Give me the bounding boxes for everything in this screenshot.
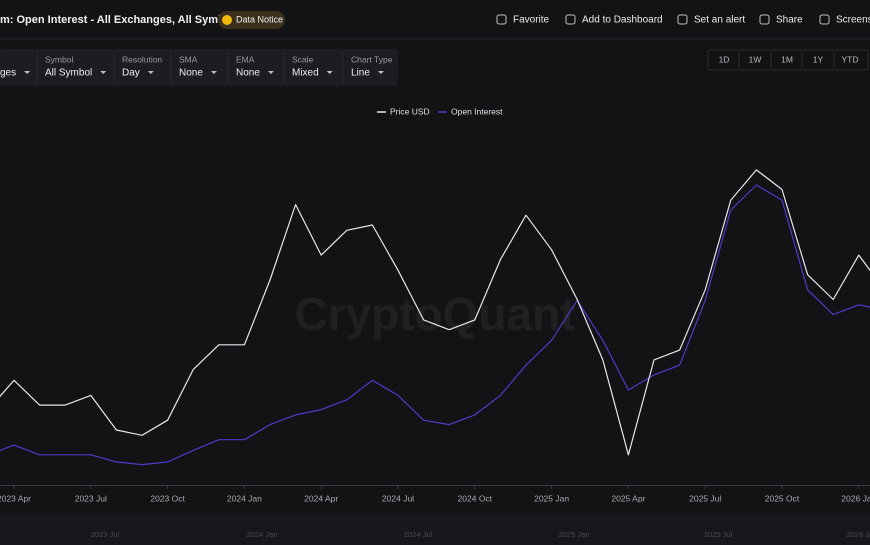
x-tick-label: 2023 Oct bbox=[150, 493, 185, 503]
control-label: Chart Type bbox=[351, 54, 393, 64]
range-button[interactable]: 1D bbox=[719, 54, 730, 64]
control-value: Line bbox=[351, 68, 370, 79]
legend-label: Price USD bbox=[390, 106, 430, 116]
control-label: SMA bbox=[179, 54, 198, 64]
control-dropdown[interactable]: Chart Type Line bbox=[342, 52, 393, 83]
action-label: Screensh bbox=[836, 15, 870, 26]
control-dropdown[interactable]: SMA None bbox=[170, 52, 217, 83]
x-tick-label: 2026 Jan bbox=[841, 493, 870, 503]
watermark: CryptoQuant bbox=[294, 288, 575, 340]
action-label: Set an alert bbox=[694, 15, 745, 26]
control-label: Symbol bbox=[45, 54, 73, 64]
dropdown-caret bbox=[147, 71, 154, 74]
series-line bbox=[0, 184, 870, 466]
range-box bbox=[707, 49, 869, 71]
dropdown-caret bbox=[100, 71, 107, 74]
navigator-label: 2023 Jul bbox=[91, 530, 120, 539]
action-button[interactable]: Add to Dashboard bbox=[565, 14, 663, 26]
x-tick-label: 2025 Oct bbox=[765, 493, 800, 503]
legend-label: Open Interest bbox=[451, 106, 503, 116]
controls-panel bbox=[0, 49, 398, 86]
control-value: Mixed bbox=[292, 68, 319, 79]
legend-item[interactable]: Price USD bbox=[377, 106, 430, 116]
navigator bbox=[0, 514, 870, 545]
legend-item[interactable]: Open Interest bbox=[438, 106, 503, 116]
notice-pill bbox=[218, 11, 285, 29]
control-value: All Symbol bbox=[45, 68, 92, 79]
dropdown-caret bbox=[377, 71, 384, 74]
action-icon bbox=[677, 14, 688, 25]
control-label: EMA bbox=[236, 54, 255, 64]
notice-icon bbox=[222, 15, 232, 25]
navigator-label: 2024 Jan bbox=[247, 530, 278, 539]
navigator-label: 2025 Jul bbox=[704, 530, 733, 539]
dropdown-caret bbox=[326, 71, 333, 74]
navigator-label: 2026 Jan bbox=[847, 530, 870, 539]
action-icon bbox=[759, 14, 770, 25]
control-dropdown[interactable]: Symbol All Symbol bbox=[36, 52, 107, 83]
control-value: ges bbox=[0, 68, 16, 79]
dropdown-caret bbox=[267, 71, 274, 74]
range-button[interactable]: 1W bbox=[749, 54, 762, 64]
action-label: Favorite bbox=[513, 15, 550, 26]
control-dropdown[interactable]: EMA None bbox=[227, 52, 274, 83]
action-icon bbox=[496, 14, 507, 25]
control-dropdown[interactable]: Resolution Day bbox=[113, 52, 162, 83]
action-button[interactable]: Favorite bbox=[496, 14, 550, 26]
navigator-label: 2024 Jul bbox=[404, 530, 433, 539]
action-icon bbox=[565, 14, 576, 25]
x-tick-label: 2025 Jul bbox=[689, 493, 721, 503]
range-button[interactable]: 1Y bbox=[813, 54, 824, 64]
action-button[interactable]: Share bbox=[759, 14, 803, 26]
control-value: None bbox=[179, 68, 203, 79]
action-button[interactable]: Set an alert bbox=[677, 14, 745, 26]
control-label: Resolution bbox=[122, 54, 162, 64]
range-button[interactable]: 1M bbox=[781, 54, 793, 64]
action-label: Add to Dashboard bbox=[582, 15, 663, 26]
x-tick-label: 2024 Apr bbox=[304, 493, 338, 503]
notice-text: Data Notice bbox=[236, 14, 283, 24]
series-line bbox=[0, 169, 870, 456]
x-tick-label: 2024 Jul bbox=[382, 493, 414, 503]
plot-area bbox=[0, 169, 870, 466]
action-icon bbox=[819, 14, 830, 25]
control-label: Scale bbox=[292, 54, 314, 64]
action-label: Share bbox=[776, 15, 803, 26]
control-dropdown[interactable]: ges bbox=[0, 68, 31, 79]
x-tick-label: 2025 Apr bbox=[611, 493, 645, 503]
control-value: None bbox=[236, 68, 260, 79]
x-tick-label: 2025 Jan bbox=[534, 493, 569, 503]
data-notice[interactable]: Data Notice bbox=[218, 11, 285, 29]
x-tick-label: 2024 Jan bbox=[227, 493, 262, 503]
dropdown-caret bbox=[24, 71, 31, 74]
x-tick-label: 2023 Apr bbox=[0, 493, 31, 503]
action-button[interactable]: Screensh bbox=[819, 14, 870, 26]
navigator-label: 2025 Jan bbox=[559, 530, 590, 539]
control-dropdown[interactable]: Scale Mixed bbox=[283, 52, 333, 83]
dropdown-caret bbox=[210, 71, 217, 74]
page-title: m: Open Interest - All Exchanges, All Sy… bbox=[0, 14, 235, 26]
x-tick-label: 2024 Oct bbox=[458, 493, 493, 503]
x-tick-label: 2023 Jul bbox=[75, 493, 107, 503]
range-button[interactable]: YTD bbox=[842, 54, 859, 64]
control-value: Day bbox=[122, 68, 140, 79]
